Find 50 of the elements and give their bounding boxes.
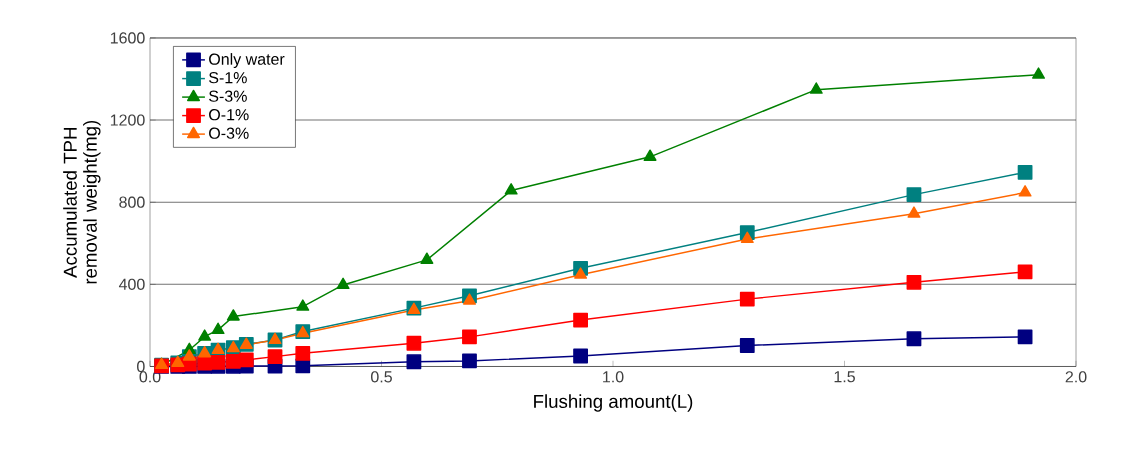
point xyxy=(225,353,241,369)
legend-label: O-3% xyxy=(209,127,249,139)
point xyxy=(295,345,311,361)
y-tick-label: 1600 xyxy=(110,32,145,44)
y-tick-label: 400 xyxy=(118,278,145,290)
point xyxy=(809,82,823,94)
point xyxy=(1017,329,1033,345)
point xyxy=(906,331,922,347)
point xyxy=(573,348,588,364)
point xyxy=(462,293,476,305)
legend-label: Only water xyxy=(209,53,285,68)
point xyxy=(406,335,422,351)
legend-label: O-1% xyxy=(209,109,249,121)
point xyxy=(740,231,754,244)
point xyxy=(420,252,434,264)
point xyxy=(1017,165,1033,180)
y-tick-label: 800 xyxy=(119,196,145,208)
point xyxy=(573,312,588,328)
point xyxy=(267,349,283,365)
point xyxy=(504,183,518,195)
x-tick-label: 2.0 xyxy=(1065,371,1087,383)
point xyxy=(643,149,657,161)
point xyxy=(739,291,755,307)
point xyxy=(906,187,922,203)
x-tick-label: 0.5 xyxy=(371,371,392,383)
point xyxy=(1017,264,1033,280)
point xyxy=(906,274,922,290)
point xyxy=(739,338,755,353)
point xyxy=(296,299,310,311)
point xyxy=(574,267,588,279)
y-axis-title: Accumulated TPH removal weight(mg) xyxy=(63,120,101,284)
point xyxy=(211,322,225,334)
point xyxy=(1018,185,1032,197)
point xyxy=(336,277,350,290)
point xyxy=(210,354,226,370)
point xyxy=(238,352,254,368)
point xyxy=(226,309,240,321)
point xyxy=(406,354,422,370)
point xyxy=(198,329,212,341)
legend-label: S-3% xyxy=(209,90,247,102)
point xyxy=(462,353,477,369)
point xyxy=(907,206,921,218)
x-tick-label: 1.5 xyxy=(834,371,855,383)
x-tick-label: 1.0 xyxy=(603,371,624,383)
y-tick-label: 0 xyxy=(137,360,145,373)
y-tick-label: 1200 xyxy=(110,114,145,126)
point xyxy=(462,329,477,345)
point xyxy=(1032,67,1046,79)
legend-label: S-1% xyxy=(209,72,247,84)
x-axis-title: Flushing amount(L) xyxy=(534,394,693,412)
